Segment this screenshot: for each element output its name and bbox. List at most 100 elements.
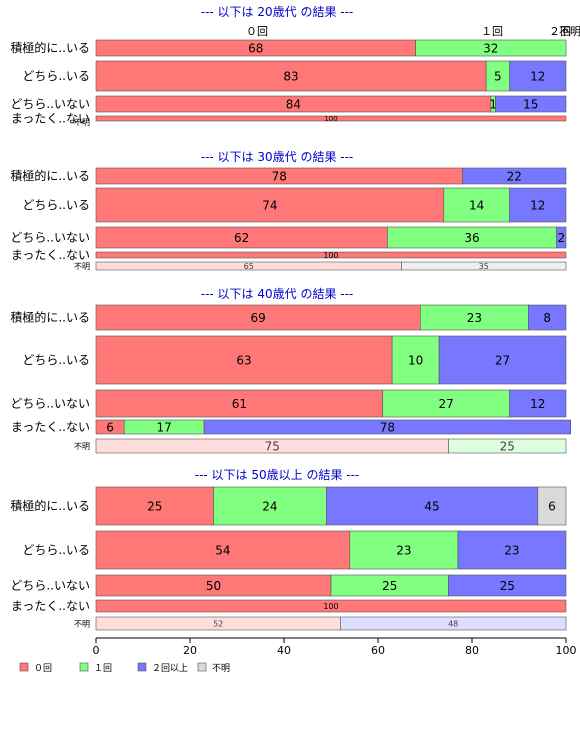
panel-title: --- 以下は 20歳代 の結果 ---	[201, 5, 354, 19]
data-label: 100	[323, 251, 338, 260]
data-label: 12	[530, 69, 545, 83]
legend-swatch	[79, 662, 89, 672]
bar-segment	[95, 599, 567, 613]
data-label: 6	[106, 420, 114, 434]
row-label: 不明	[74, 118, 90, 127]
data-label: 12	[530, 198, 545, 212]
bar-segment	[95, 115, 567, 122]
bar-segment	[443, 187, 510, 223]
data-label: 35	[479, 262, 489, 271]
bar-segment	[340, 616, 567, 631]
data-label: 10	[408, 353, 423, 367]
bar-segment	[382, 389, 510, 418]
data-label: 22	[507, 169, 522, 183]
legend-swatch	[137, 662, 147, 672]
bar-segment	[438, 335, 567, 385]
data-label: 23	[504, 543, 519, 557]
data-label: 23	[467, 311, 482, 325]
row-label: どちら..いない	[10, 397, 90, 411]
row-label: 不明	[74, 262, 90, 271]
data-label: 61	[232, 397, 247, 411]
data-label: 75	[265, 439, 280, 453]
bar-segment	[213, 486, 327, 526]
row-label: 積極的に..いる	[10, 310, 90, 325]
data-label: 78	[380, 420, 395, 434]
bar-segment	[448, 438, 567, 454]
x-tick-label: 40	[277, 644, 291, 657]
data-label: 45	[424, 499, 439, 513]
data-label: 15	[523, 97, 538, 111]
legend-label: １回	[94, 663, 112, 674]
row-label: どちら..いない	[10, 231, 90, 245]
data-label: 8	[543, 311, 551, 325]
x-tick-label: 80	[465, 644, 479, 657]
data-label: 100	[323, 602, 338, 611]
bar-segment	[203, 419, 572, 435]
data-label: 84	[286, 97, 301, 111]
top-category-label: ０回	[246, 25, 268, 38]
row-label: どちら..いる	[22, 69, 90, 83]
row-label: どちら..いる	[22, 543, 90, 557]
row-label: 積極的に..いる	[10, 40, 90, 55]
x-tick-label: 20	[183, 644, 197, 657]
data-label: 32	[483, 41, 498, 55]
bar-segment	[415, 39, 567, 57]
bar-segment	[401, 261, 567, 271]
data-label: 69	[251, 311, 266, 325]
row-label: どちら..いない	[10, 97, 90, 111]
data-label: 63	[236, 353, 251, 367]
x-tick-label: 0	[93, 644, 100, 657]
data-label: 5	[494, 69, 502, 83]
bar-segment	[95, 187, 445, 223]
row-label: どちら..いない	[10, 579, 90, 593]
data-label: 62	[234, 231, 249, 245]
panel-title: --- 以下は 30歳代 の結果 ---	[201, 150, 354, 164]
data-label: 24	[262, 499, 277, 513]
data-label: 17	[157, 420, 172, 434]
bar-segment	[391, 335, 440, 385]
row-label: まったく..ない	[11, 420, 90, 434]
row-label: 積極的に..いる	[10, 168, 90, 183]
data-label: 100	[324, 115, 337, 123]
bar-segment	[509, 60, 567, 92]
bar-segment	[457, 530, 567, 570]
panel-title: --- 以下は 50歳以上 の結果 ---	[195, 468, 360, 482]
data-label: 27	[439, 397, 454, 411]
data-label: 25	[500, 439, 515, 453]
legend-label: 不明	[212, 663, 230, 674]
bar-segment	[349, 530, 459, 570]
data-label: 48	[448, 619, 458, 628]
bar-segment	[95, 530, 351, 570]
data-label: 25	[147, 499, 162, 513]
row-label: どちら..いる	[22, 198, 90, 212]
row-label: まったく..ない	[11, 248, 90, 262]
data-label: 6	[548, 499, 556, 513]
top-category-label: １回	[481, 25, 503, 38]
data-label: 27	[495, 353, 510, 367]
data-label: 25	[382, 579, 397, 593]
top-category-label: ２回	[549, 25, 571, 38]
data-label: 74	[262, 198, 277, 212]
row-label: 不明	[74, 442, 90, 451]
data-label: 1	[489, 97, 497, 111]
x-tick-label: 60	[371, 644, 385, 657]
bar-segment	[95, 335, 393, 385]
bar-segment	[95, 304, 421, 331]
bar-segment	[448, 574, 567, 597]
data-label: 25	[500, 579, 515, 593]
row-label: まったく..ない	[11, 112, 90, 126]
bar-segment	[495, 95, 567, 113]
x-tick-label: 100	[556, 644, 577, 657]
bar-segment	[462, 167, 567, 185]
row-label: 積極的に..いる	[10, 498, 90, 513]
data-label: 12	[530, 397, 545, 411]
data-label: 54	[215, 543, 230, 557]
data-label: 14	[469, 198, 484, 212]
bar-segment	[95, 251, 567, 259]
bar-segment	[556, 226, 567, 249]
bar-segment	[509, 187, 567, 223]
panel-title: --- 以下は 40歳代 の結果 ---	[201, 287, 354, 301]
data-label: 52	[213, 619, 223, 628]
row-label: どちら..いる	[22, 353, 90, 367]
